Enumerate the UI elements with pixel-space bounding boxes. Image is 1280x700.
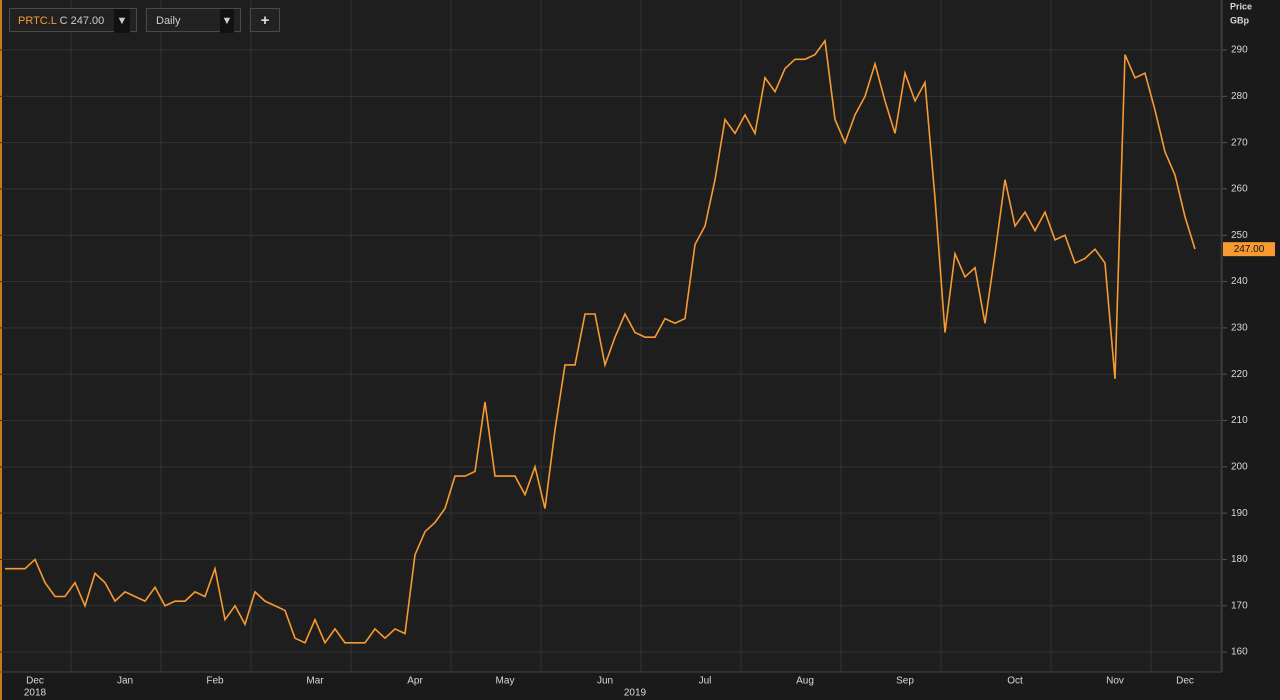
price-line	[5, 38, 1196, 645]
x-tick-label: Dec	[1176, 676, 1194, 687]
add-button[interactable]: +	[250, 8, 280, 32]
y-tick-label: 240	[1231, 276, 1248, 287]
y-tick-label: 260	[1231, 184, 1248, 195]
y-tick-label: 280	[1231, 91, 1248, 102]
x-tick-label: Mar	[306, 676, 324, 687]
symbol-box[interactable]: PRTC.L C 247.00 ▼	[9, 8, 137, 33]
y-tick-label: 160	[1231, 647, 1248, 658]
x-tick-label: Jul	[699, 676, 712, 687]
y-tick-label: 230	[1231, 323, 1248, 334]
y-tick-label: 220	[1231, 369, 1248, 380]
y-tick-label: 210	[1231, 415, 1248, 426]
x-year-label: 2019	[624, 688, 647, 699]
x-tick-label: Jan	[117, 676, 133, 687]
y-tick-label: 250	[1231, 230, 1248, 241]
x-tick-label: Jun	[597, 676, 613, 687]
close-price: C 247.00	[59, 15, 105, 27]
x-tick-label: Dec	[26, 676, 44, 687]
symbol: PRTC.L	[18, 15, 57, 27]
interval-box[interactable]: Daily ▼	[146, 8, 241, 33]
x-tick-label: Feb	[206, 676, 224, 687]
y-tick-label: 180	[1231, 554, 1248, 565]
y-tick-label: 270	[1231, 137, 1248, 148]
interval: Daily	[156, 15, 181, 27]
y-axis-label: Price	[1230, 1, 1252, 11]
x-tick-label: Aug	[796, 676, 814, 687]
last-price-label: 247.00	[1234, 244, 1265, 255]
plot-area	[0, 0, 1222, 672]
x-tick-label: Apr	[407, 676, 423, 687]
y-tick-label: 200	[1231, 461, 1248, 472]
x-tick-label: May	[496, 676, 515, 687]
dropdown-arrow: ▼	[114, 9, 130, 33]
x-year-label: 2018	[24, 688, 47, 699]
y-tick-label: 170	[1231, 600, 1248, 611]
last-price-tag	[1223, 242, 1275, 257]
y-tick-label: 190	[1231, 508, 1248, 519]
y-tick-label: 290	[1231, 45, 1248, 56]
y-axis-unit: GBp	[1230, 15, 1250, 25]
x-tick-label: Sep	[896, 676, 914, 687]
x-tick-label: Oct	[1007, 676, 1023, 687]
x-tick-label: Nov	[1106, 676, 1124, 687]
dropdown-arrow: ▼	[220, 9, 234, 33]
